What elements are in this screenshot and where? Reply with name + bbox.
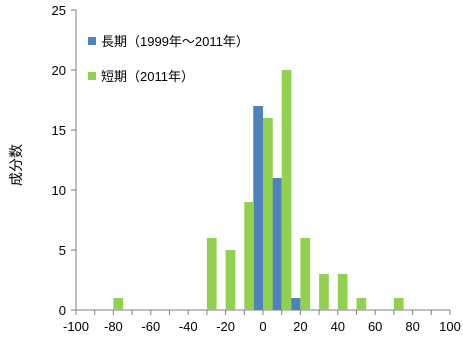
legend-swatch: [88, 37, 96, 45]
bar-short-term: [225, 250, 236, 310]
bars: [113, 70, 404, 310]
bar-short-term: [244, 202, 255, 310]
x-tick-label: 80: [405, 319, 419, 334]
x-tick-label: -100: [63, 319, 89, 334]
y-tick-label: 5: [59, 243, 66, 258]
y-tick-labels: 0 5 10 15 20 25: [52, 3, 66, 318]
bar-short-term: [206, 238, 217, 310]
bar-long-term: [290, 298, 301, 310]
x-tick-labels: -100 -80 -60 -40 -20 0 20 40 60 80 100: [63, 319, 461, 334]
y-tick-label: 10: [52, 183, 66, 198]
y-axis-title: 成分数: [8, 144, 24, 186]
legend-label: 短期（2011年）: [101, 69, 194, 84]
bar-short-term: [281, 70, 292, 310]
bar-short-term: [393, 298, 404, 310]
bar-long-term: [271, 178, 282, 310]
y-tick-label: 25: [52, 3, 66, 18]
bar-short-term: [319, 274, 329, 310]
bar-short-term: [356, 298, 367, 310]
x-tick-label: 20: [293, 319, 307, 334]
bar-long-term: [253, 106, 263, 310]
x-axis: [75, 309, 451, 315]
x-tick-label: 40: [331, 319, 345, 334]
y-axis: [71, 9, 77, 311]
bar-short-term: [263, 118, 273, 310]
x-tick-label: -40: [179, 319, 198, 334]
bar-short-term: [113, 298, 124, 310]
y-tick-label: 0: [59, 303, 66, 318]
bar-short-term: [300, 238, 311, 310]
legend: 長期（1999年～2011年） 短期（2011年）: [88, 34, 249, 84]
x-tick-label: -20: [216, 319, 235, 334]
x-tick-label: 0: [259, 319, 266, 334]
x-tick-label: 60: [368, 319, 382, 334]
x-tick-label: -60: [141, 319, 160, 334]
bar-short-term: [337, 274, 348, 310]
legend-label: 長期（1999年～2011年）: [101, 34, 249, 49]
y-tick-label: 20: [52, 63, 66, 78]
y-tick-label: 15: [52, 123, 66, 138]
legend-swatch: [88, 72, 96, 80]
x-tick-label: -80: [104, 319, 123, 334]
x-tick-label: 100: [439, 319, 461, 334]
